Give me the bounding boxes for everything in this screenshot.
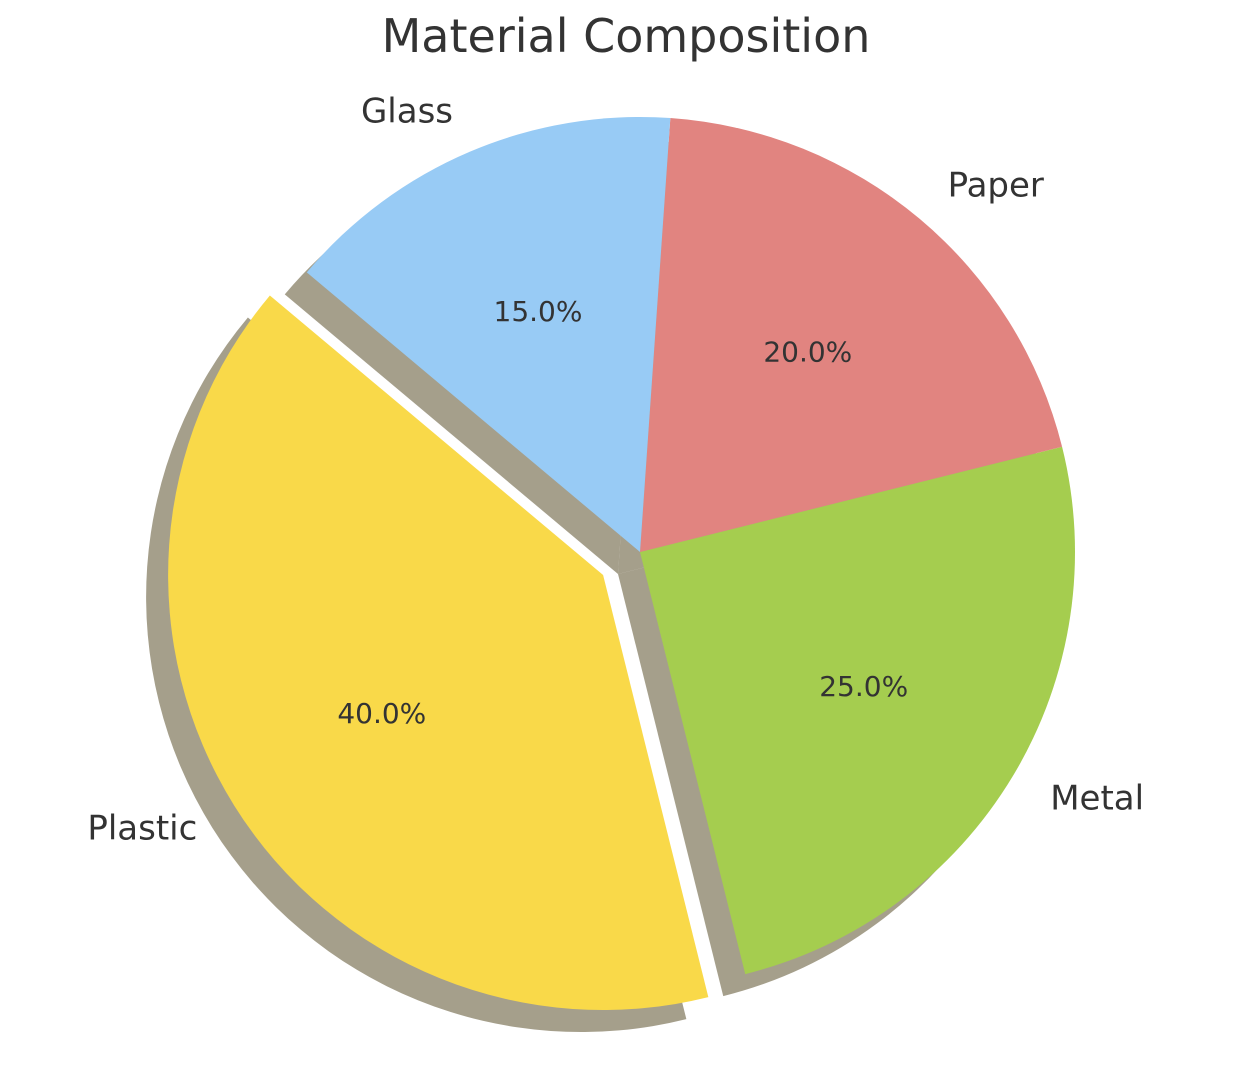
pie-slice-paper <box>640 118 1063 552</box>
percent-label-plastic: 40.0% <box>337 697 426 730</box>
pie-slice-plastic <box>168 295 709 1011</box>
category-label-metal: Metal <box>1050 778 1144 818</box>
percent-label-glass: 15.0% <box>494 295 583 328</box>
category-label-plastic: Plastic <box>87 809 197 849</box>
chart-title: Material Composition <box>382 9 871 63</box>
pie-slices <box>168 117 1076 1011</box>
percent-labels: 40.0% 25.0% 20.0% 15.0% <box>337 295 908 730</box>
category-labels: Plastic Metal Paper Glass <box>87 92 1144 849</box>
percent-label-metal: 25.0% <box>819 670 908 703</box>
category-label-paper: Paper <box>948 165 1044 205</box>
pie-slice-glass <box>306 117 671 552</box>
percent-label-paper: 20.0% <box>763 336 852 369</box>
pie-slice-metal <box>640 446 1076 975</box>
category-label-glass: Glass <box>361 92 453 132</box>
